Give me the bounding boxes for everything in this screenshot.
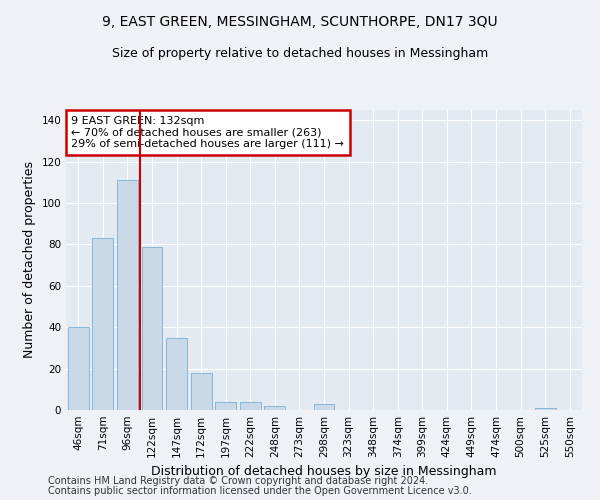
Bar [117,180,138,410]
X-axis label: Distribution of detached houses by size in Messingham: Distribution of detached houses by size … [151,466,497,478]
Text: 9 EAST GREEN: 132sqm
← 70% of detached houses are smaller (263)
29% of semi-deta: 9 EAST GREEN: 132sqm ← 70% of detached h… [71,116,344,149]
Bar [240,402,261,410]
Bar [92,238,113,410]
Text: Size of property relative to detached houses in Messingham: Size of property relative to detached ho… [112,48,488,60]
Text: Contains HM Land Registry data © Crown copyright and database right 2024.: Contains HM Land Registry data © Crown c… [48,476,428,486]
Bar [191,373,212,410]
Bar [535,408,556,410]
Bar [142,246,163,410]
Bar [166,338,187,410]
Bar [215,402,236,410]
Bar [265,406,286,410]
Y-axis label: Number of detached properties: Number of detached properties [23,162,36,358]
Text: 9, EAST GREEN, MESSINGHAM, SCUNTHORPE, DN17 3QU: 9, EAST GREEN, MESSINGHAM, SCUNTHORPE, D… [102,15,498,29]
Bar [68,327,89,410]
Bar [314,404,334,410]
Text: Contains public sector information licensed under the Open Government Licence v3: Contains public sector information licen… [48,486,472,496]
